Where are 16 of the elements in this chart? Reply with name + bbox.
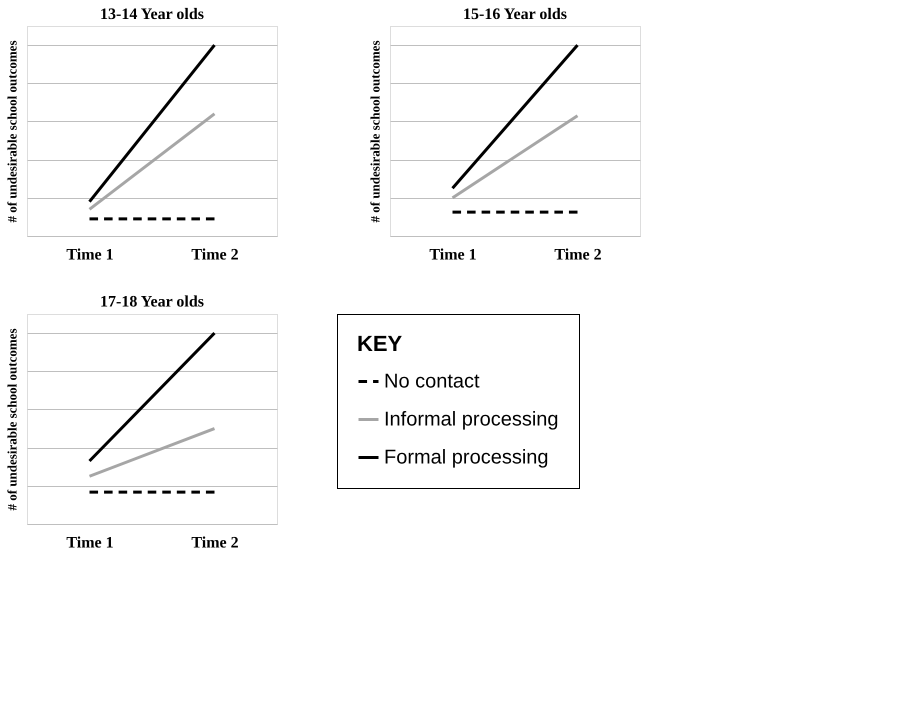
y-axis-title: # of undesirable school outcomes: [368, 40, 382, 222]
x-tick-label: Time 2: [191, 246, 239, 264]
legend-title: KEY: [357, 331, 403, 356]
y-axis-title: # of undesirable school outcomes: [4, 328, 20, 510]
x-tick-label: Time 1: [429, 246, 477, 264]
legend-label: Formal processing: [384, 446, 549, 468]
y-axis-title: # of undesirable school outcomes: [4, 40, 20, 222]
chart-title: 13-14 Year olds: [100, 6, 204, 23]
chart-title: 15-16 Year olds: [463, 6, 567, 23]
x-tick-label: Time 1: [66, 534, 114, 552]
legend-label: Informal processing: [384, 408, 559, 430]
chart-title: 17-18 Year olds: [100, 294, 204, 310]
x-tick-label: Time 2: [191, 534, 239, 552]
legend-label: No contact: [384, 370, 480, 392]
x-tick-label: Time 1: [66, 246, 114, 264]
x-tick-label: Time 2: [554, 246, 602, 264]
